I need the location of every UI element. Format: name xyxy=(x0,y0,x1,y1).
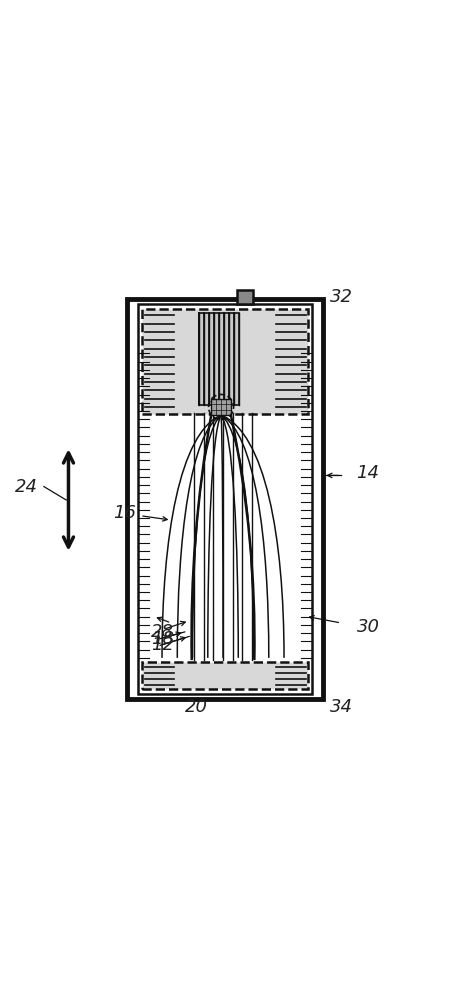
Bar xyxy=(142,309,308,414)
Text: 24: 24 xyxy=(14,478,37,496)
Bar xyxy=(199,313,239,405)
Text: 20: 20 xyxy=(184,698,207,716)
Text: 30: 30 xyxy=(356,618,380,636)
Text: 12: 12 xyxy=(151,636,174,654)
Bar xyxy=(211,399,231,415)
Bar xyxy=(126,299,324,699)
Bar xyxy=(237,290,252,304)
Text: 28: 28 xyxy=(151,623,174,641)
Text: 18: 18 xyxy=(151,630,174,648)
Bar xyxy=(142,662,308,689)
Text: 16: 16 xyxy=(113,504,136,522)
Text: 14: 14 xyxy=(356,464,380,482)
Bar xyxy=(138,304,312,694)
Text: 32: 32 xyxy=(330,288,353,306)
Text: 34: 34 xyxy=(330,698,353,716)
